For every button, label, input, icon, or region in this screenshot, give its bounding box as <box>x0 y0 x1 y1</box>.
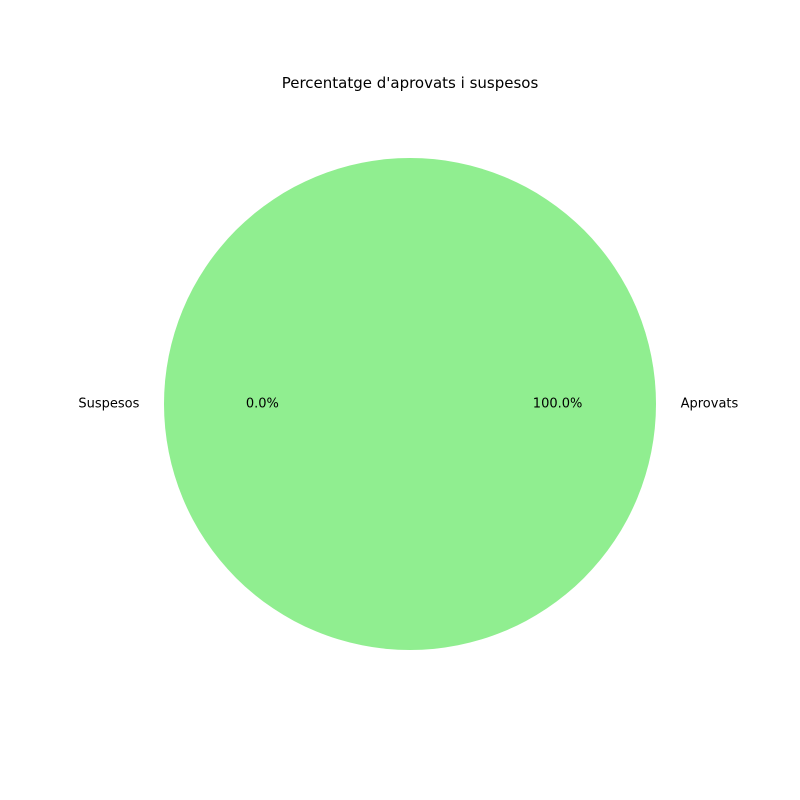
percent-label-aprovats: 100.0% <box>533 397 583 412</box>
category-label-aprovats: Aprovats <box>681 397 739 412</box>
percent-label-suspesos: 0.0% <box>246 397 279 412</box>
chart-title: Percentatge d'aprovats i suspesos <box>282 74 539 92</box>
pie-slice-aprovats <box>164 158 656 650</box>
category-label-suspesos: Suspesos <box>78 397 139 412</box>
pie-labels: Aprovats 100.0% Suspesos 0.0% <box>78 397 738 412</box>
pie-slices <box>164 158 656 650</box>
